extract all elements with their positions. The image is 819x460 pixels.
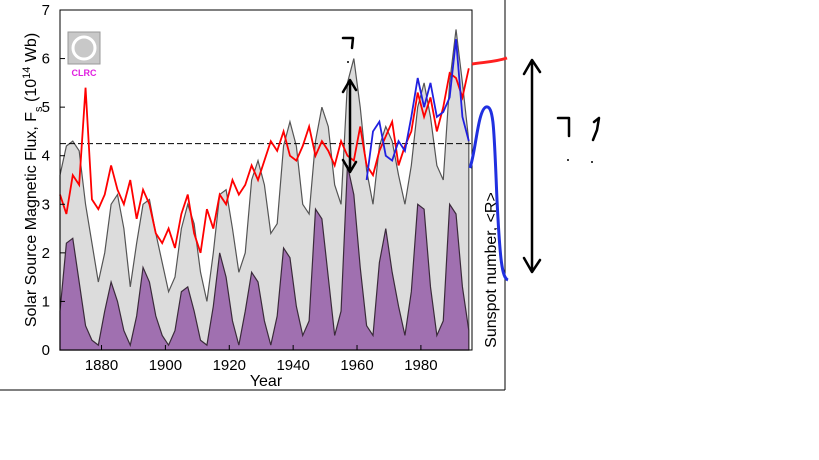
sketch-marks <box>341 36 601 142</box>
sketch-blue <box>468 105 509 282</box>
x-tick-label: 1880 <box>85 357 118 374</box>
area <box>59 165 470 351</box>
y-tick-label: 0 <box>42 342 50 359</box>
logo-mark <box>71 35 97 61</box>
y-axis-title-part: Wb) <box>23 33 40 67</box>
y-tick-label: 6 <box>42 51 50 68</box>
y-axis-title-part: s <box>33 106 45 112</box>
x-axis-title: Year <box>250 373 283 390</box>
y-axis-title-part: 14 <box>21 67 33 79</box>
axes-box <box>59 9 473 351</box>
line <box>59 68 470 254</box>
y-tick-label: 4 <box>42 148 50 165</box>
y-tick-label: 2 <box>42 245 50 262</box>
sketch-arrow <box>522 58 542 274</box>
y-axis-title-part: Solar Source Magnetic Flux, F <box>23 112 40 327</box>
y-axis-title: Solar Source Magnetic Flux, Fs (1014 Wb) <box>21 33 45 327</box>
y-tick-label: 3 <box>42 196 50 213</box>
plot-area <box>59 29 472 351</box>
logo-text: CLRC <box>72 68 97 78</box>
x-tick-label: 1900 <box>149 357 182 374</box>
y-tick-label: 1 <box>42 293 50 310</box>
sketch-arrow <box>341 78 358 174</box>
sketch-dot <box>591 161 593 163</box>
sketch-dot <box>567 159 569 161</box>
y-axis-title-part: (10 <box>23 79 40 107</box>
area <box>59 29 470 351</box>
line <box>365 39 470 181</box>
y-tick-label: 7 <box>42 2 50 19</box>
x-tick-label: 1980 <box>404 357 437 374</box>
sketch-dot <box>347 61 349 63</box>
y2-axis-title: Sunspot number, <R> <box>483 192 500 348</box>
x-tick-label: 1960 <box>340 357 373 374</box>
sketch-red <box>471 56 508 66</box>
y-tick-label: 5 <box>42 99 50 116</box>
x-tick-label: 1920 <box>213 357 246 374</box>
x-tick-label: 1940 <box>276 357 309 374</box>
